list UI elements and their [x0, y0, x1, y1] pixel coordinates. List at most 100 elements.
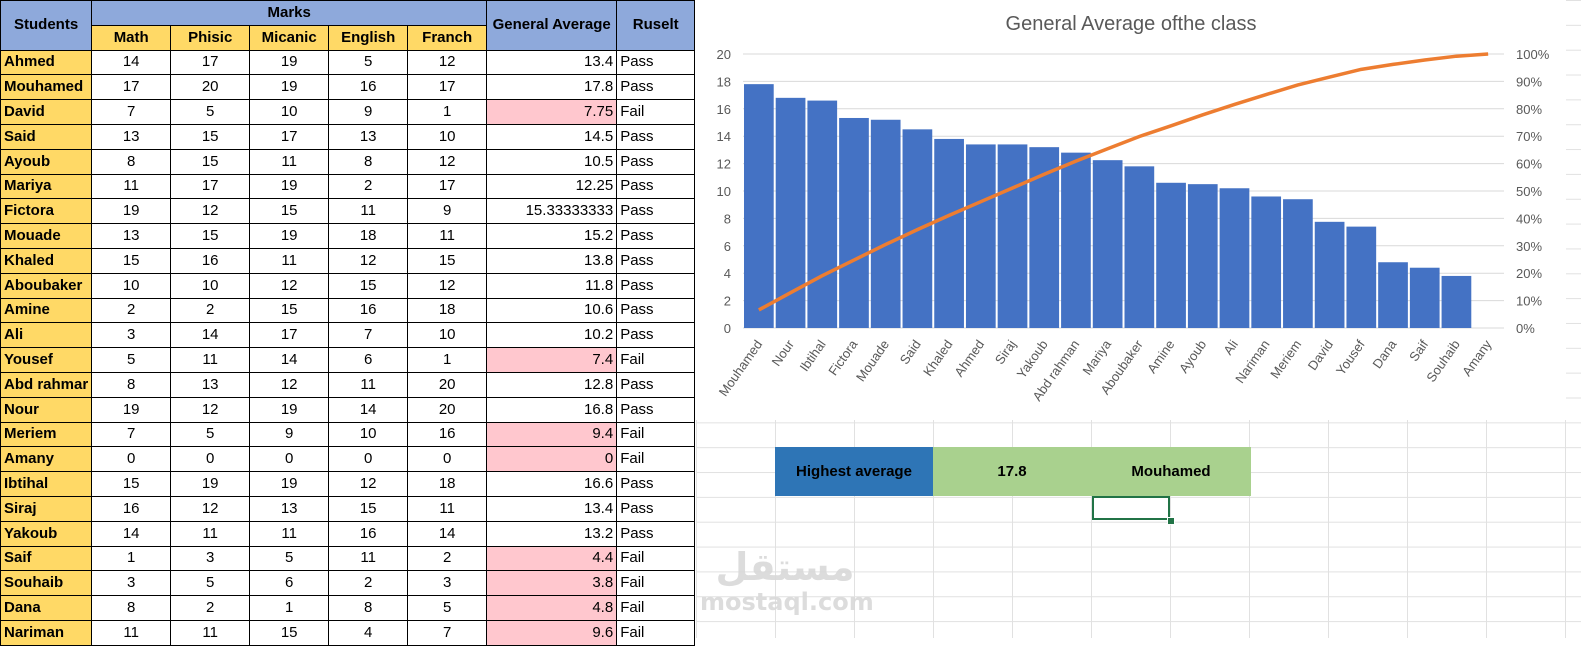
- mark-cell[interactable]: 5: [170, 99, 251, 125]
- average-cell[interactable]: 4.8: [486, 595, 618, 621]
- chart-bar[interactable]: [807, 100, 838, 328]
- header-general-average[interactable]: General Average: [486, 0, 618, 51]
- mark-cell[interactable]: 15: [91, 247, 172, 274]
- chart-bar[interactable]: [1251, 196, 1282, 328]
- mark-cell[interactable]: 13: [170, 371, 251, 398]
- mark-cell[interactable]: 12: [328, 471, 409, 497]
- student-name-cell[interactable]: Yakoub: [0, 520, 93, 547]
- mark-cell[interactable]: 15: [249, 297, 330, 324]
- student-name-cell[interactable]: Ali: [0, 322, 93, 349]
- result-cell[interactable]: Fail: [616, 347, 696, 373]
- result-cell[interactable]: Pass: [616, 471, 696, 497]
- average-cell[interactable]: 15.33333333: [486, 198, 618, 225]
- mark-cell[interactable]: 9: [328, 99, 409, 125]
- mark-cell[interactable]: 12: [407, 148, 488, 175]
- mark-cell[interactable]: 8: [91, 595, 172, 621]
- average-cell[interactable]: 11.8: [486, 272, 618, 299]
- chart-bars[interactable]: [744, 84, 1472, 328]
- chart-bar[interactable]: [934, 138, 964, 328]
- average-cell[interactable]: 17.8: [486, 74, 618, 101]
- result-cell[interactable]: Pass: [616, 272, 696, 299]
- student-name-cell[interactable]: Souhaib: [0, 570, 93, 597]
- student-name-cell[interactable]: Ahmed: [0, 49, 93, 76]
- student-name-cell[interactable]: Khaled: [0, 247, 93, 274]
- header-subject-micanic[interactable]: Micanic: [249, 24, 330, 51]
- mark-cell[interactable]: 20: [407, 371, 488, 398]
- header-subject-math[interactable]: Math: [91, 24, 172, 51]
- average-cell[interactable]: 9.4: [486, 421, 618, 448]
- chart-bar[interactable]: [1219, 188, 1250, 328]
- mark-cell[interactable]: 11: [407, 495, 488, 522]
- mark-cell[interactable]: 19: [249, 471, 330, 497]
- result-cell[interactable]: Fail: [616, 545, 696, 572]
- header-subject-phisic[interactable]: Phisic: [170, 24, 251, 51]
- mark-cell[interactable]: 6: [328, 347, 409, 373]
- mark-cell[interactable]: 10: [328, 421, 409, 448]
- average-cell[interactable]: 7.75: [486, 99, 618, 125]
- result-cell[interactable]: Fail: [616, 99, 696, 125]
- highest-average-value[interactable]: 17.8: [933, 447, 1091, 496]
- student-name-cell[interactable]: Abd rahmar: [0, 371, 93, 398]
- average-cell[interactable]: 13.8: [486, 247, 618, 274]
- result-cell[interactable]: Fail: [616, 570, 696, 597]
- header-result[interactable]: Ruselt: [616, 0, 696, 51]
- chart-bar[interactable]: [965, 144, 996, 328]
- mark-cell[interactable]: 13: [328, 123, 409, 150]
- result-cell[interactable]: Pass: [616, 371, 696, 398]
- average-cell[interactable]: 16.6: [486, 471, 618, 497]
- chart-bar[interactable]: [1346, 226, 1377, 328]
- highest-average-label[interactable]: Highest average: [775, 447, 933, 496]
- chart-cumulative-line[interactable]: [758, 52, 1489, 312]
- mark-cell[interactable]: 5: [328, 49, 409, 76]
- mark-cell[interactable]: 11: [328, 198, 409, 225]
- result-cell[interactable]: Pass: [616, 49, 696, 76]
- header-subject-english[interactable]: English: [328, 24, 409, 51]
- mark-cell[interactable]: 0: [328, 446, 409, 473]
- mark-cell[interactable]: 10: [407, 123, 488, 150]
- student-name-cell[interactable]: Siraj: [0, 495, 93, 522]
- mark-cell[interactable]: 8: [328, 595, 409, 621]
- chart-bar[interactable]: [1156, 182, 1186, 328]
- mark-cell[interactable]: 2: [407, 545, 488, 572]
- result-cell[interactable]: Fail: [616, 595, 696, 621]
- mark-cell[interactable]: 8: [91, 371, 172, 398]
- mark-cell[interactable]: 11: [328, 371, 409, 398]
- chart-bar[interactable]: [997, 144, 1028, 328]
- mark-cell[interactable]: 15: [249, 198, 330, 225]
- mark-cell[interactable]: 7: [91, 99, 172, 125]
- chart-bar[interactable]: [1283, 199, 1313, 328]
- mark-cell[interactable]: 16: [328, 520, 409, 547]
- mark-cell[interactable]: 19: [249, 396, 330, 423]
- result-cell[interactable]: Pass: [616, 297, 696, 324]
- mark-cell[interactable]: 19: [91, 396, 172, 423]
- mark-cell[interactable]: 3: [170, 545, 251, 572]
- chart-bar[interactable]: [1124, 166, 1155, 328]
- average-cell[interactable]: 13.2: [486, 520, 618, 547]
- average-cell[interactable]: 14.5: [486, 123, 618, 150]
- mark-cell[interactable]: 16: [91, 495, 172, 522]
- student-name-cell[interactable]: Yousef: [0, 347, 93, 373]
- mark-cell[interactable]: 5: [170, 421, 251, 448]
- mark-cell[interactable]: 10: [407, 322, 488, 349]
- mark-cell[interactable]: 13: [91, 223, 172, 249]
- chart-bar[interactable]: [1092, 160, 1123, 328]
- chart-bar[interactable]: [839, 117, 869, 328]
- mark-cell[interactable]: 12: [249, 371, 330, 398]
- mark-cell[interactable]: 20: [407, 396, 488, 423]
- student-name-cell[interactable]: Saif: [0, 545, 93, 572]
- mark-cell[interactable]: 2: [328, 570, 409, 597]
- student-name-cell[interactable]: Mouade: [0, 223, 93, 249]
- mark-cell[interactable]: 20: [170, 74, 251, 101]
- mark-cell[interactable]: 11: [91, 619, 172, 646]
- mark-cell[interactable]: 14: [91, 49, 172, 76]
- result-cell[interactable]: Pass: [616, 247, 696, 274]
- mark-cell[interactable]: 14: [249, 347, 330, 373]
- average-cell[interactable]: 16.8: [486, 396, 618, 423]
- mark-cell[interactable]: 13: [249, 495, 330, 522]
- average-cell[interactable]: 10.6: [486, 297, 618, 324]
- mark-cell[interactable]: 3: [91, 570, 172, 597]
- mark-cell[interactable]: 19: [249, 74, 330, 101]
- mark-cell[interactable]: 17: [249, 322, 330, 349]
- mark-cell[interactable]: 11: [249, 148, 330, 175]
- result-cell[interactable]: Pass: [616, 322, 696, 349]
